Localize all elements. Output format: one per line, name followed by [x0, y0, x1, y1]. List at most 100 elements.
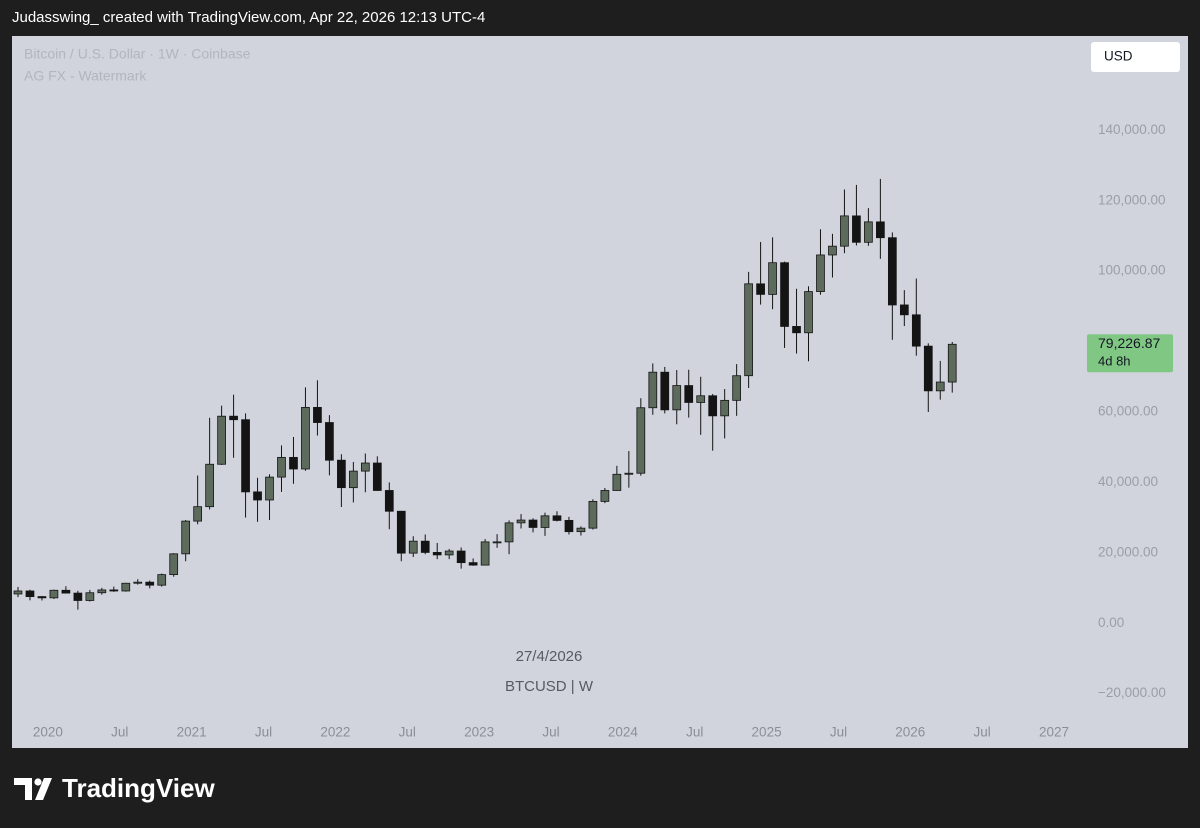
candle-body	[840, 215, 849, 247]
candle-body	[396, 510, 406, 554]
y-tick-label: 140,000.00	[1098, 122, 1166, 137]
candle-body	[97, 589, 107, 594]
header-text: Judasswing_ created with TradingView.com…	[12, 9, 485, 26]
last-price-label: 79,226.87	[1098, 335, 1160, 351]
tradingview-logo	[14, 778, 52, 800]
candle-body	[816, 254, 825, 292]
candle-body	[456, 550, 466, 564]
x-tick-label: 2026	[895, 725, 925, 740]
candle-body	[624, 472, 634, 475]
candle-body	[935, 381, 945, 392]
candle-body	[73, 592, 83, 601]
candle-body	[756, 283, 765, 295]
candle-body	[744, 283, 753, 377]
brand-name: TradingView	[62, 773, 215, 803]
candle-body	[13, 590, 23, 595]
currency-button[interactable]	[1091, 42, 1180, 72]
currency-label[interactable]: USD	[1104, 49, 1133, 64]
x-tick-label: Jul	[255, 725, 272, 740]
candle-body	[205, 463, 214, 508]
y-tick-label: 20,000.00	[1098, 544, 1158, 559]
candle-body	[468, 562, 478, 566]
candle-body	[109, 589, 119, 592]
candle-body	[85, 592, 95, 601]
candle-body	[480, 541, 490, 566]
candle-body	[325, 422, 334, 461]
candle-body	[780, 262, 789, 327]
candle-body	[792, 326, 801, 334]
candle-body	[384, 490, 394, 512]
x-tick-label: Jul	[830, 725, 847, 740]
candle-body	[576, 527, 586, 533]
crosshair-date: 27/4/2026	[516, 648, 583, 665]
candle-body	[564, 519, 574, 533]
candle-body	[660, 371, 670, 411]
y-tick-label: 40,000.00	[1098, 474, 1158, 489]
candle-body	[648, 371, 658, 409]
candle-body	[253, 491, 262, 501]
x-tick-label: 2025	[752, 725, 782, 740]
candle-body	[492, 541, 502, 544]
y-tick-label: −20,000.00	[1098, 685, 1166, 700]
candle-body	[229, 415, 238, 421]
x-tick-label: 2023	[464, 725, 494, 740]
chart-panel	[12, 36, 1188, 748]
x-tick-label: 2021	[177, 725, 207, 740]
countdown-label: 4d 8h	[1098, 354, 1131, 369]
candle-body	[217, 415, 226, 465]
candle-body	[672, 385, 682, 411]
candle-body	[193, 506, 203, 522]
candle-body	[301, 406, 310, 470]
candle-body	[372, 462, 382, 491]
candle-body	[887, 237, 897, 306]
candle-body	[408, 540, 418, 554]
candle-body	[540, 515, 550, 528]
candle-body	[588, 500, 598, 529]
candle-body	[899, 304, 909, 316]
candle-body	[864, 221, 873, 243]
y-tick-label: 100,000.00	[1098, 263, 1166, 278]
candle-body	[612, 473, 622, 491]
x-tick-label: Jul	[399, 725, 416, 740]
candle-body	[708, 395, 718, 417]
candle-body	[528, 519, 538, 528]
candle-body	[516, 519, 526, 524]
candle-body	[768, 262, 777, 295]
candle-body	[732, 375, 741, 401]
candle-body	[923, 345, 933, 392]
x-tick-label: 2020	[33, 725, 63, 740]
candles	[13, 178, 957, 610]
candle-body	[61, 589, 71, 594]
x-tick-label: Jul	[686, 725, 703, 740]
candle-body	[337, 459, 346, 489]
candle-body	[241, 419, 250, 493]
chart-subtitle: AG FX - Watermark	[24, 68, 147, 84]
last-price-tag	[1087, 334, 1173, 373]
candle-body	[133, 581, 143, 584]
x-tick-label: 2022	[320, 725, 350, 740]
x-tick-label: Jul	[111, 725, 128, 740]
candle-body	[121, 582, 131, 592]
candle-body	[504, 522, 514, 543]
symbol-label: BTCUSD | W	[505, 678, 594, 695]
candle-body	[852, 215, 861, 243]
candle-body	[181, 520, 191, 555]
x-tick-label: 2024	[608, 725, 639, 740]
candle-body	[911, 314, 921, 347]
candle-body	[444, 550, 454, 556]
candle-body	[420, 540, 430, 553]
candle-body	[720, 399, 730, 417]
x-tick-label: Jul	[542, 725, 559, 740]
x-tick-label: Jul	[974, 725, 991, 740]
candle-body	[277, 456, 286, 478]
candle-body	[360, 462, 370, 472]
candle-body	[696, 395, 706, 403]
candle-body	[313, 406, 322, 423]
candle-body	[349, 470, 358, 489]
candle-body	[684, 385, 694, 403]
candle-body	[636, 407, 646, 474]
candle-body	[600, 490, 610, 502]
candle-body	[552, 515, 562, 521]
y-tick-label: 0.00	[1098, 615, 1124, 630]
